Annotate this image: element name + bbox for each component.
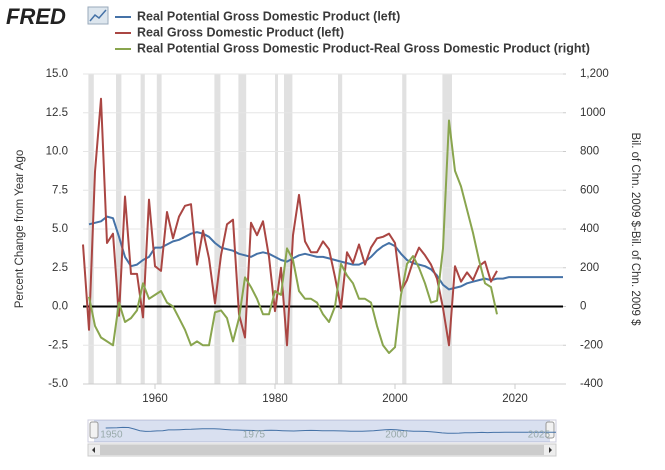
x-tick-label: 2020 xyxy=(502,393,528,405)
legend-label: Real Gross Domestic Product (left) xyxy=(137,25,344,39)
y2-tick-label: 1,200 xyxy=(580,68,609,80)
y-tick-label: 5.0 xyxy=(52,223,68,235)
navigator-handle[interactable] xyxy=(545,421,555,439)
legend-label: Real Potential Gross Domestic Product (l… xyxy=(137,9,400,23)
y2-tick-label: 1000 xyxy=(580,107,606,119)
navigator-tick-label: 1975 xyxy=(243,430,266,441)
y2-tick-label: 200 xyxy=(580,262,599,274)
x-tick-label: 2000 xyxy=(382,393,408,405)
y-tick-label: 0.0 xyxy=(52,301,68,313)
y2-axis-label: Bil. of Chn. 2009 $-Bil. of Chn. 2009 $ xyxy=(629,132,641,326)
y2-tick-label: 400 xyxy=(580,223,599,235)
y2-tick-label: -200 xyxy=(580,339,603,351)
navigator-handle[interactable] xyxy=(89,421,99,439)
y2-tick-label: -400 xyxy=(580,378,603,390)
y2-tick-label: 0 xyxy=(580,301,586,313)
logo-icon xyxy=(87,6,109,25)
y-tick-label: 7.5 xyxy=(52,184,68,196)
navigator-tick-label: 1950 xyxy=(100,430,123,441)
y-tick-label: 10.0 xyxy=(46,146,68,158)
navigator-series xyxy=(105,426,556,434)
y-tick-label: -5.0 xyxy=(48,378,68,390)
y-tick-label: 2.5 xyxy=(52,262,68,274)
navigator-tick-label: 2000 xyxy=(385,430,408,441)
y-axis-label: Percent Change from Year Ago xyxy=(14,150,26,309)
legend-label: Real Potential Gross Domestic Product-Re… xyxy=(137,41,590,55)
y-tick-label: 12.5 xyxy=(46,107,68,119)
y2-tick-label: 600 xyxy=(580,184,599,196)
y2-tick-label: 800 xyxy=(580,146,599,158)
y-tick-label: 15.0 xyxy=(46,68,68,80)
x-tick-label: 1980 xyxy=(262,393,288,405)
series-line xyxy=(82,97,498,347)
navigator-tick-label: 2025 xyxy=(528,430,551,441)
x-tick-label: 1960 xyxy=(142,393,168,405)
series-line xyxy=(88,119,498,354)
y-tick-label: -2.5 xyxy=(48,339,68,351)
logo: FRED xyxy=(6,4,66,29)
scrollbar-thumb[interactable] xyxy=(100,445,544,455)
